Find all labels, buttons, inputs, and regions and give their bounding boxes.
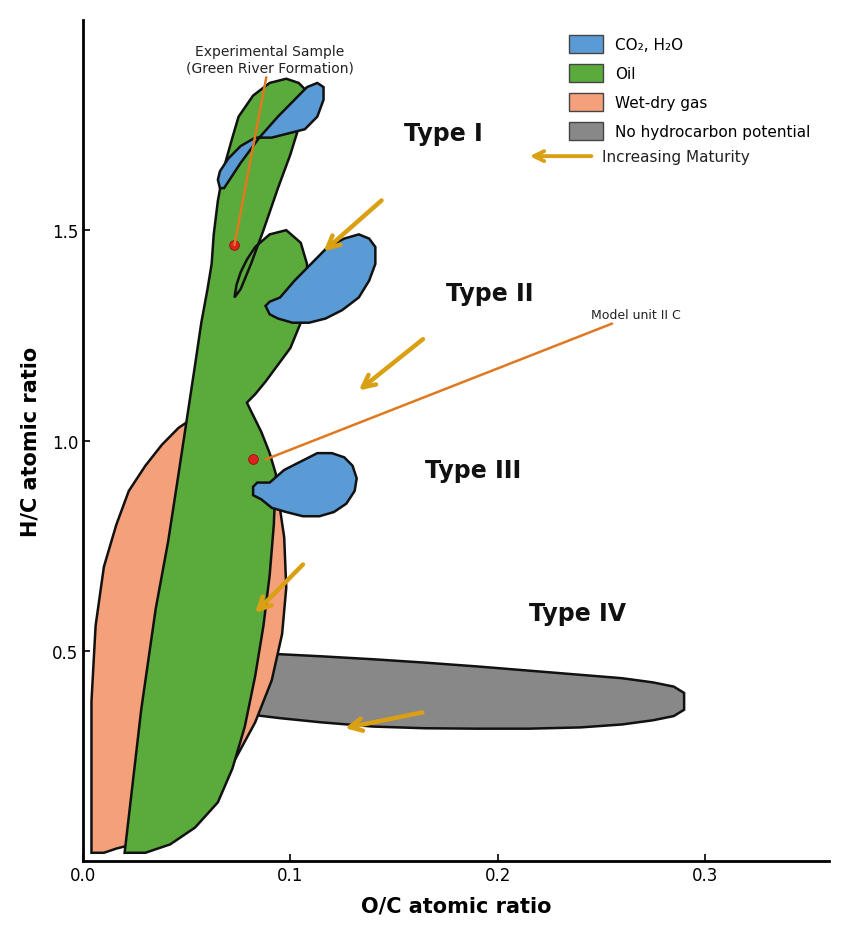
X-axis label: O/C atomic ratio: O/C atomic ratio — [361, 895, 552, 915]
Polygon shape — [218, 84, 324, 189]
Text: Model unit II C: Model unit II C — [265, 309, 681, 460]
Polygon shape — [253, 454, 357, 517]
Text: Type II: Type II — [445, 282, 533, 306]
Polygon shape — [125, 80, 307, 853]
Text: Type III: Type III — [425, 459, 521, 482]
Y-axis label: H/C atomic ratio: H/C atomic ratio — [21, 346, 41, 536]
Polygon shape — [92, 412, 286, 853]
Text: Type IIS: Type IIS — [172, 295, 194, 352]
Text: Type I: Type I — [405, 123, 483, 146]
Text: Type IV: Type IV — [529, 601, 626, 625]
Polygon shape — [99, 653, 684, 729]
Legend: CO₂, H₂O, Oil, Wet-dry gas, No hydrocarbon potential: CO₂, H₂O, Oil, Wet-dry gas, No hydrocarb… — [561, 28, 818, 149]
Text: Experimental Sample
(Green River Formation): Experimental Sample (Green River Formati… — [186, 45, 354, 245]
Text: Increasing Maturity: Increasing Maturity — [602, 150, 750, 165]
Polygon shape — [265, 235, 376, 323]
